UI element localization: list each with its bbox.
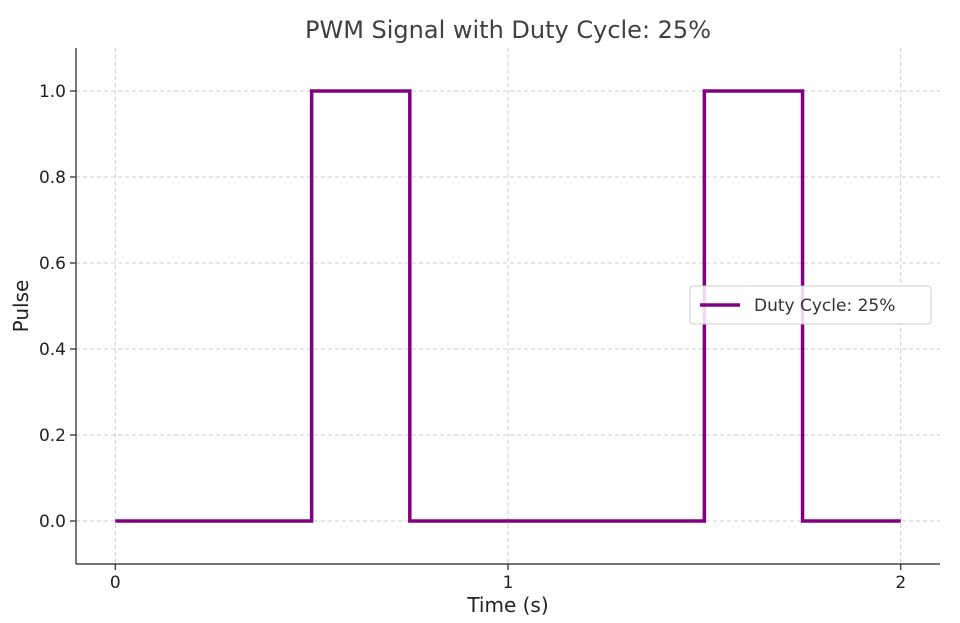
y-tick-label-4: 0.8 [39,168,66,188]
y-tick-label-2: 0.4 [39,340,66,360]
y-tick-label-0: 0.0 [39,512,66,532]
x-tick-label-1: 1 [503,573,514,593]
y-tick-label-1: 0.2 [39,426,66,446]
x-tick-label-2: 2 [895,573,906,593]
y-tick-label-3: 0.6 [39,254,66,274]
x-ticks: 0 1 2 [110,564,906,593]
x-axis-label: Time (s) [466,593,548,617]
y-axis-label: Pulse [9,280,33,333]
x-tick-label-0: 0 [110,573,121,593]
legend-label: Duty Cycle: 25% [754,296,895,316]
chart-title: PWM Signal with Duty Cycle: 25% [305,16,711,44]
legend-box [689,285,932,325]
y-tick-label-5: 1.0 [39,82,66,102]
y-ticks: 0.0 0.2 0.4 0.6 0.8 1.0 [39,82,76,532]
legend: Duty Cycle: 25% [689,285,932,325]
